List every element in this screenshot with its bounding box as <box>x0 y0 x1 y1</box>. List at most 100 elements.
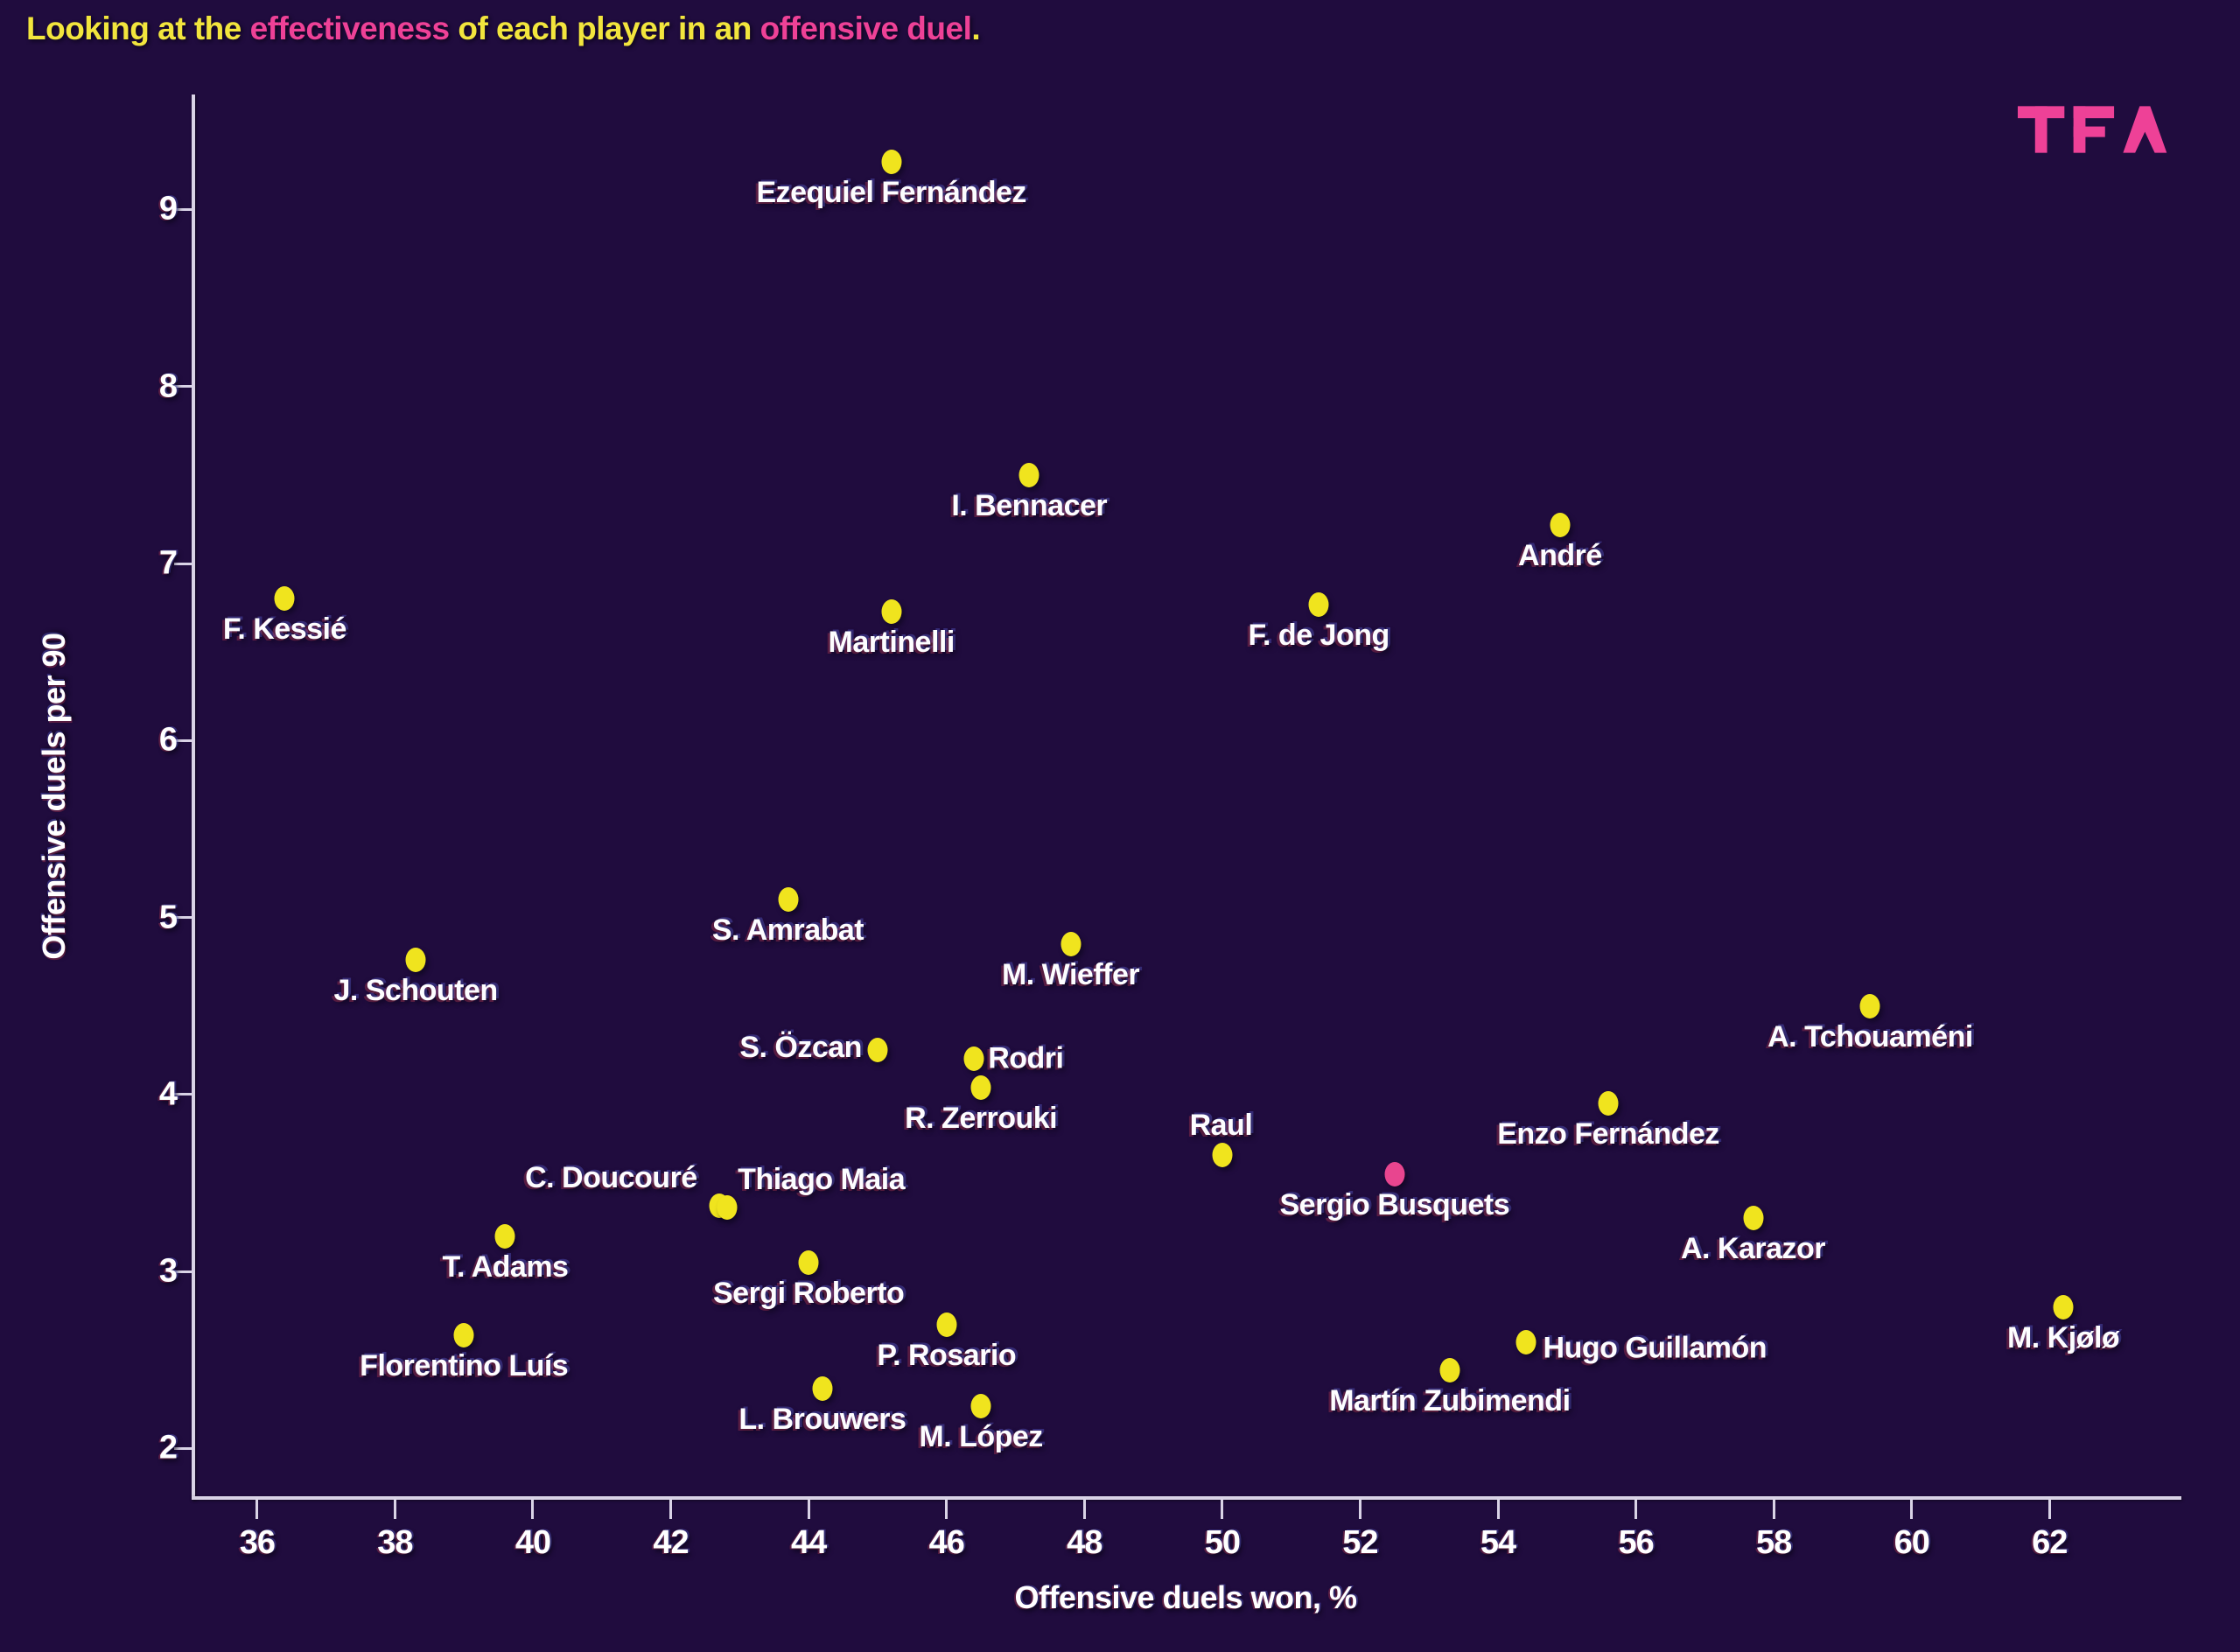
x-tick-mark <box>1221 1500 1224 1519</box>
data-point-label: A. Karazor <box>1680 1232 1826 1266</box>
data-point-label: J. Schouten <box>333 974 498 1008</box>
data-point-dot <box>1212 1142 1233 1167</box>
x-tick-label: 52 <box>1342 1524 1378 1561</box>
y-tick-label: 5 <box>158 899 178 936</box>
data-point-dot <box>1516 1330 1536 1355</box>
data-point-dot <box>405 948 426 973</box>
y-tick-mark <box>174 1446 192 1450</box>
y-tick-label: 7 <box>158 544 178 582</box>
tfa-logo <box>2018 106 2167 153</box>
y-tick-mark <box>174 385 192 388</box>
x-tick-mark <box>531 1500 535 1519</box>
data-point-dot <box>881 598 902 624</box>
y-tick-mark <box>174 207 192 211</box>
x-tick-label: 46 <box>928 1524 965 1561</box>
chart-title-segment: effectiveness <box>249 10 450 46</box>
y-tick-label: 4 <box>158 1075 178 1113</box>
data-point-label: Florentino Luís <box>360 1348 569 1382</box>
data-point-dot <box>970 1074 991 1100</box>
x-axis-title: Offensive duels won, % <box>1014 1579 1357 1615</box>
data-point-label: Sergi Roberto <box>712 1277 905 1310</box>
x-tick-mark <box>1496 1500 1500 1519</box>
data-point-dot <box>812 1376 833 1401</box>
data-point-label: Martín Zubimendi <box>1329 1384 1571 1418</box>
data-point-label: P. Rosario <box>877 1338 1017 1372</box>
x-tick-label: 58 <box>1756 1524 1792 1561</box>
x-tick-mark <box>1634 1500 1638 1519</box>
data-point-label: S. Özcan <box>739 1031 862 1065</box>
x-tick-mark <box>393 1500 396 1519</box>
data-point-dot <box>494 1223 515 1249</box>
x-tick-label: 42 <box>653 1524 689 1561</box>
x-tick-label: 36 <box>239 1524 276 1561</box>
data-point-dot <box>970 1393 991 1418</box>
data-point-label: Martinelli <box>828 625 956 659</box>
data-point-label: Sergio Busquets <box>1279 1187 1510 1222</box>
y-tick-label: 6 <box>158 721 178 759</box>
data-point-label: I. Bennacer <box>951 488 1108 522</box>
data-point-label: S. Amrabat <box>711 914 864 948</box>
x-tick-mark <box>669 1500 673 1519</box>
data-point-dot <box>1384 1161 1405 1186</box>
x-tick-label: 38 <box>377 1524 413 1561</box>
data-point-label: F. Kessié <box>222 612 347 647</box>
data-point-dot <box>1598 1090 1619 1116</box>
y-tick-label: 2 <box>158 1429 178 1466</box>
x-tick-label: 50 <box>1204 1524 1241 1561</box>
x-tick-mark <box>1772 1500 1775 1519</box>
data-point-dot <box>798 1250 819 1275</box>
data-point-dot <box>1439 1358 1460 1383</box>
chart-title-segment: . <box>971 10 981 46</box>
x-tick-label: 44 <box>791 1524 827 1561</box>
x-tick-label: 54 <box>1480 1524 1516 1561</box>
y-tick-mark <box>174 738 192 742</box>
data-point-dot <box>778 887 798 913</box>
data-point-label: T. Adams <box>442 1250 569 1284</box>
x-tick-label: 40 <box>514 1524 551 1561</box>
data-point-label: C. Doucouré <box>525 1161 697 1195</box>
x-tick-label: 60 <box>1894 1524 1930 1561</box>
chart-title-segment: offensive duel <box>760 10 972 46</box>
y-axis-spine <box>192 94 195 1500</box>
data-point-dot <box>867 1038 888 1063</box>
data-point-dot <box>1308 592 1329 617</box>
data-point-label: L. Brouwers <box>738 1402 906 1436</box>
y-tick-label: 3 <box>158 1252 178 1290</box>
x-tick-mark <box>807 1500 810 1519</box>
y-tick-mark <box>174 1093 192 1096</box>
data-point-label: Thiago Maia <box>738 1163 906 1197</box>
data-point-dot <box>453 1322 474 1348</box>
y-tick-mark <box>174 562 192 565</box>
y-axis-title: Offensive duels per 90 <box>36 633 72 960</box>
data-point-dot <box>963 1046 984 1072</box>
chart-title: Looking at the effectiveness of each pla… <box>26 10 981 47</box>
x-tick-label: 48 <box>1067 1524 1102 1561</box>
data-point-label: R. Zerrouki <box>905 1101 1058 1135</box>
data-point-label: Rodri <box>988 1041 1064 1075</box>
data-point-label: A. Tchouaméni <box>1768 1019 1973 1054</box>
y-tick-label: 8 <box>158 368 178 405</box>
chart-title-segment: of each player in an <box>449 10 760 46</box>
y-tick-label: 9 <box>158 190 178 228</box>
chart-title-segment: Looking at the <box>26 10 250 46</box>
data-point-dot <box>881 149 902 174</box>
x-tick-mark <box>256 1500 259 1519</box>
x-tick-label: 56 <box>1618 1524 1654 1561</box>
x-tick-label: 62 <box>2032 1524 2068 1561</box>
data-point-dot <box>1018 462 1040 487</box>
x-axis-spine <box>192 1496 2181 1500</box>
data-point-dot <box>717 1195 738 1221</box>
data-point-label: M. López <box>919 1419 1043 1453</box>
data-point-label: Hugo Guillamón <box>1543 1331 1768 1365</box>
data-point-dot <box>1550 512 1571 537</box>
data-point-dot <box>274 586 295 612</box>
y-tick-mark <box>174 1270 192 1273</box>
data-point-dot <box>1060 931 1082 956</box>
data-point-dot <box>2053 1294 2074 1320</box>
data-point-label: F. de Jong <box>1248 618 1390 652</box>
data-point-label: Ezequiel Fernández <box>756 175 1026 209</box>
y-tick-mark <box>174 916 192 920</box>
x-tick-mark <box>1082 1500 1086 1519</box>
data-point-label: Enzo Fernández <box>1497 1116 1719 1151</box>
